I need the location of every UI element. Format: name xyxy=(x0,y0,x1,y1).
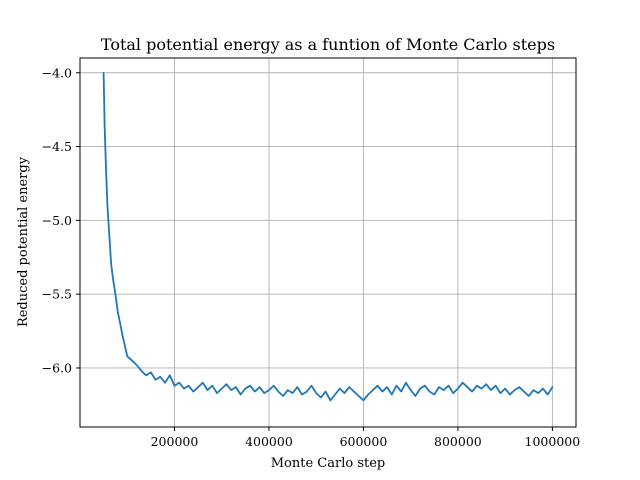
x-tick-label: 1000000 xyxy=(525,434,581,449)
y-tick-label: −4.5 xyxy=(42,139,72,154)
x-axis-label: Monte Carlo step xyxy=(271,456,386,471)
x-tick-label: 200000 xyxy=(151,434,199,449)
series-line xyxy=(102,71,554,402)
y-tick-label: −5.0 xyxy=(42,213,72,228)
plot-area-frame xyxy=(79,57,577,428)
axis-ticks: 200000 400000 600000 800000 1000000 −4.0 −4.5 −… xyxy=(42,65,581,449)
y-tick-label: −4.0 xyxy=(42,65,72,80)
y-axis-label: Reduced potential energy xyxy=(16,156,31,327)
grid-lines xyxy=(80,58,576,427)
x-tick-label: 600000 xyxy=(340,434,388,449)
y-tick-label: −5.5 xyxy=(42,287,72,302)
x-tick-label: 800000 xyxy=(434,434,482,449)
series-layer xyxy=(102,71,554,402)
y-tick-label: −6.0 xyxy=(42,360,72,375)
chart-title: Total potential energy as a funtion of M… xyxy=(101,35,555,54)
x-tick-label: 400000 xyxy=(245,434,293,449)
